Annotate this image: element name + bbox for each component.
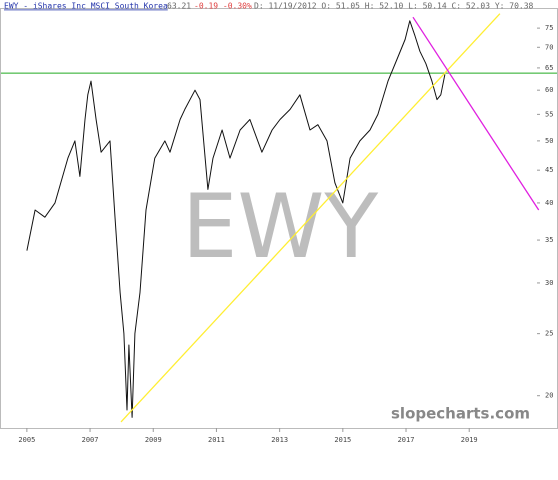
x-tick-label: 2015 [334,436,351,444]
y-tick-label: 65 [545,64,553,72]
y-tick-label: 75 [545,24,553,32]
y-tick-label: 60 [545,86,553,94]
x-tick-label: 2007 [82,436,99,444]
y-tick-label: 30 [545,279,553,287]
header-last: 63.21 [167,2,191,11]
price-line [26,20,446,418]
x-tick-label: 2013 [271,436,288,444]
trend-line [120,13,501,423]
y-tick-label: 55 [545,110,553,118]
brand: slopecharts.com [391,405,530,423]
x-tick-label: 2005 [18,436,35,444]
x-tick-label: 2011 [208,436,225,444]
plot [1,13,557,423]
watermark: EWY [182,175,379,278]
x-tick-label: 2017 [398,436,415,444]
y-tick-label: 35 [545,236,553,244]
header-change: -0.19 -0.30% [194,2,252,11]
x-tick-label: 2019 [461,436,478,444]
header-title[interactable]: EWY - iShares Inc MSCI South Korea [4,2,168,11]
x-tick-label: 2009 [145,436,162,444]
y-tick-label: 50 [545,137,553,145]
y-tick-label: 45 [545,166,553,174]
header-details: D: 11/19/2012 O: 51.05 H: 52.10 L: 50.14… [254,2,534,11]
y-tick-label: 70 [545,43,553,51]
y-tick-label: 20 [545,392,553,400]
trend-line [412,16,540,211]
y-tick-label: 40 [545,199,553,207]
y-tick-label: 25 [545,330,553,338]
